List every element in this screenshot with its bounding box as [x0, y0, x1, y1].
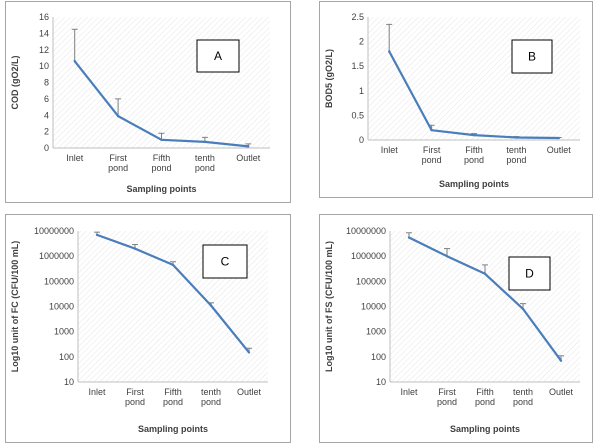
y-axis-title: Log10 unit of FS (CFU/100 mL) [324, 241, 334, 372]
data-point [95, 233, 99, 237]
x-tick-label: Fifth pond [163, 387, 183, 407]
data-point [116, 114, 120, 118]
x-tick-label: First pond [422, 145, 442, 165]
y-tick-label: 100 [59, 352, 74, 362]
data-point [209, 304, 213, 307]
chart-svg-d: 10 100 1000 10000 100000 1000000 10000000 Inlet… [324, 226, 580, 434]
data-point [445, 254, 449, 258]
y-tick-label: 10000 [361, 302, 386, 312]
y-tick-label: 1.5 [351, 61, 364, 71]
x-tick-label: Outlet [547, 145, 572, 155]
x-tick-label: Outlet [236, 153, 261, 163]
y-tick-label: 8 [44, 78, 49, 88]
x-axis-title: Sampling points [126, 184, 196, 194]
y-tick-label: 2.5 [351, 12, 364, 22]
data-point [160, 138, 163, 142]
y-tick-label: 2 [359, 37, 364, 47]
y-tick-label: 10000000 [34, 226, 74, 236]
y-tick-label: 100 [371, 352, 386, 362]
panel-label: C [221, 255, 230, 269]
data-point [557, 136, 560, 140]
y-tick-label: 12 [39, 45, 49, 55]
data-point [515, 136, 518, 139]
x-tick-label: First pond [125, 387, 145, 407]
x-tick-label: Outlet [549, 387, 574, 397]
data-point [247, 145, 250, 148]
y-tick-label: 6 [44, 94, 49, 104]
y-tick-label: 100000 [44, 276, 74, 286]
y-tick-label: 14 [39, 28, 49, 38]
y-axis-title: COD (gO2/L) [10, 56, 20, 110]
data-point [483, 272, 487, 275]
data-point [521, 307, 525, 311]
x-tick-label: Outlet [237, 387, 262, 397]
x-tick-label: Fifth pond [464, 145, 484, 165]
data-point [430, 128, 433, 132]
chart-svg-a: 0 2 4 6 8 10 12 14 16 Inlet First pond Fifth pond tent… [10, 12, 270, 194]
x-axis-title: Sampling points [138, 424, 208, 434]
chart-panel-d: 10 100 1000 10000 100000 1000000 10000000 Inlet… [319, 214, 593, 443]
chart-panel-c: 10 100 1000 10000 100000 1000000 10000000 Inlet… [5, 214, 291, 443]
x-tick-label: tenth pond [201, 387, 221, 407]
x-tick-label: tenth pond [506, 145, 526, 165]
y-tick-label: 10000000 [346, 226, 386, 236]
panel-label: B [528, 50, 536, 64]
data-point [388, 50, 391, 53]
chart-panel-b: 0 0.5 1 1.5 2 2.5 Inlet First pond Fifth pond tenth… [319, 1, 593, 198]
y-tick-label: 1000000 [39, 251, 74, 261]
x-axis-title: Sampling points [439, 179, 509, 189]
y-tick-label: 2 [44, 127, 49, 137]
plot-area [390, 231, 580, 382]
data-point [407, 236, 411, 239]
y-axis-title: BOD5 (gO2/L) [324, 49, 334, 108]
x-tick-label: First pond [437, 387, 457, 407]
data-point [247, 351, 251, 354]
plot-area [53, 17, 270, 148]
chart-svg-b: 0 0.5 1 1.5 2 2.5 Inlet First pond Fifth pond tenth… [324, 12, 580, 189]
x-tick-label: Inlet [88, 387, 106, 397]
panel-label: A [214, 49, 222, 63]
y-tick-label: 1 [359, 86, 364, 96]
x-axis-title: Sampling points [450, 424, 520, 434]
x-tick-label: First pond [108, 153, 128, 173]
y-tick-label: 1000 [366, 327, 386, 337]
data-point [171, 263, 175, 267]
data-point [559, 359, 563, 362]
panel-label-box [511, 39, 553, 74]
panel-label: D [525, 267, 534, 281]
x-tick-label: Inlet [381, 145, 399, 155]
data-point [472, 133, 476, 137]
x-tick-label: tenth pond [195, 153, 215, 173]
x-tick-label: Inlet [400, 387, 418, 397]
y-tick-label: 16 [39, 12, 49, 22]
y-tick-label: 100000 [356, 276, 386, 286]
y-tick-label: 0 [359, 135, 364, 145]
y-tick-label: 4 [44, 110, 49, 120]
data-point [133, 247, 137, 250]
y-axis-title: Log10 unit of FC (CFU/100 mL) [10, 241, 20, 373]
y-tick-label: 10 [376, 377, 386, 387]
y-tick-label: 1000000 [351, 251, 386, 261]
panel-label-box [196, 39, 240, 73]
data-point [203, 140, 207, 144]
y-tick-label: 0.5 [351, 110, 364, 120]
x-tick-label: Fifth pond [475, 387, 495, 407]
y-tick-label: 10 [64, 377, 74, 387]
panel-label-box [508, 256, 551, 291]
chart-svg-c: 10 100 1000 10000 100000 1000000 10000000 Inlet… [10, 226, 268, 434]
y-tick-label: 1000 [54, 327, 74, 337]
x-tick-label: tenth pond [513, 387, 533, 407]
y-tick-label: 10 [39, 61, 49, 71]
chart-panel-a: 0 2 4 6 8 10 12 14 16 Inlet First pond Fifth pond tent… [5, 1, 291, 203]
panel-label-box [202, 244, 248, 279]
x-tick-label: Inlet [66, 153, 84, 163]
y-tick-label: 10000 [49, 302, 74, 312]
y-tick-label: 0 [44, 143, 49, 153]
data-point [73, 60, 76, 63]
plot-area [368, 17, 580, 140]
x-tick-label: Fifth pond [151, 153, 171, 173]
